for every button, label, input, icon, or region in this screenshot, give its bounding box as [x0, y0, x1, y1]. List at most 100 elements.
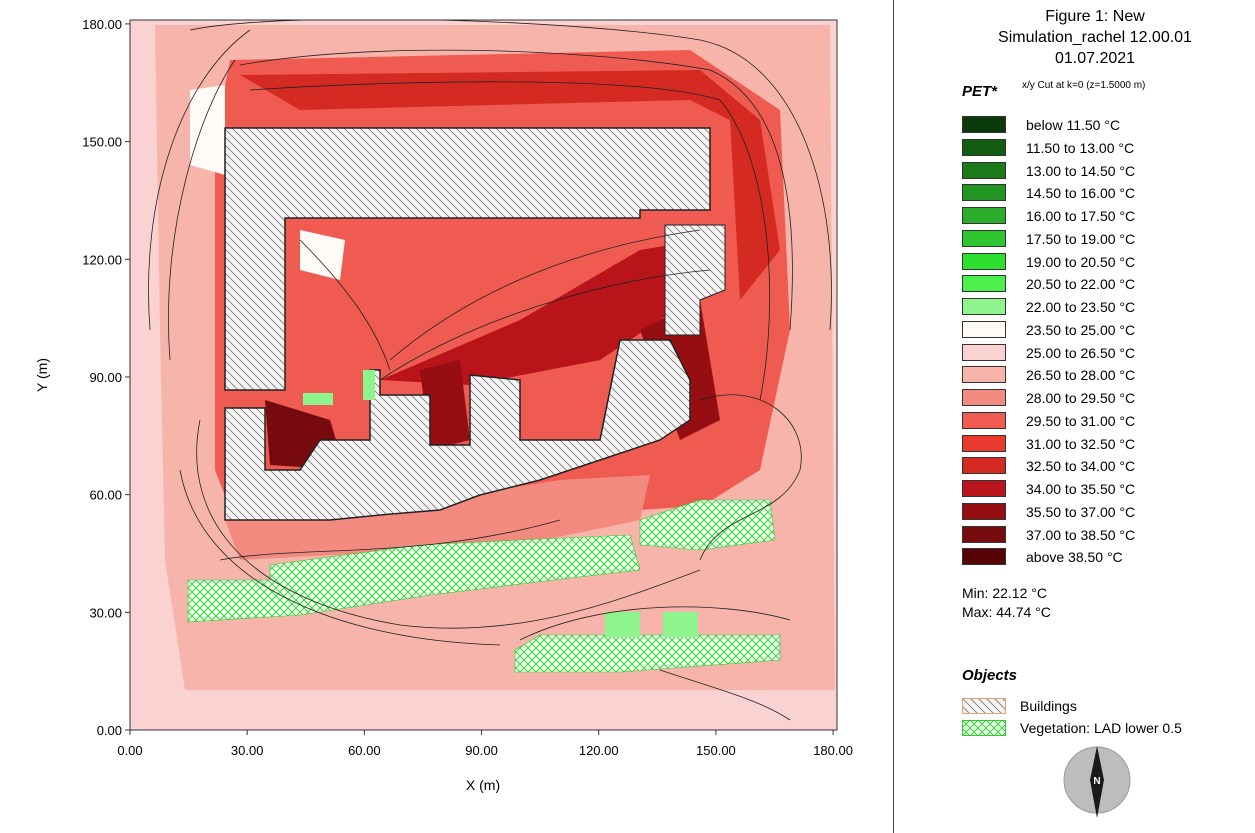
legend-swatch	[962, 389, 1006, 406]
legend-swatch	[962, 207, 1006, 224]
legend-swatch	[962, 298, 1006, 315]
pet-map: 0.00 30.00 60.00 90.00 120.00 150.00 180.00 0.…	[34, 17, 853, 793]
building-east-block	[664, 224, 726, 336]
legend-swatch	[962, 229, 1006, 247]
legend-class-label: 28.00 to 29.50 °C	[1026, 390, 1136, 406]
legend-swatch	[962, 434, 1006, 452]
vegetation-south	[514, 634, 781, 673]
objects-item-label: Vegetation: LAD lower 0.5	[1020, 720, 1182, 736]
vegetation-southwest	[187, 534, 641, 623]
north-arrow-icon: N	[1063, 746, 1131, 818]
legend-variable: PET*	[962, 83, 998, 100]
field-zone-cool-nw	[190, 85, 225, 175]
legend-class-label: 35.50 to 37.00 °C	[1026, 503, 1136, 520]
legend-max: Max: 44.74 °C	[962, 604, 1051, 620]
contour-line	[219, 519, 561, 561]
y-tick-label: 180.00	[82, 17, 122, 32]
legend-swatch	[962, 548, 1006, 566]
legend-class-label: 14.50 to 16.00 °C	[1026, 185, 1136, 202]
legend-swatch	[962, 343, 1006, 361]
objects-item-label: Buildings	[1020, 698, 1077, 714]
vegetation-green-spot-3	[303, 393, 333, 405]
legend-class-label: 23.50 to 25.00 °C	[1026, 321, 1136, 338]
contour-line	[179, 469, 501, 646]
contour-line	[519, 606, 791, 641]
x-axis-label: X (m)	[466, 777, 500, 793]
vegetation-green-spot-2	[663, 612, 698, 637]
legend-class-label: above 38.50 °C	[1026, 549, 1123, 566]
contour-line	[389, 229, 701, 361]
contour-lines	[148, 20, 832, 721]
plot-frame	[129, 19, 838, 731]
legend-swatch	[962, 411, 1006, 429]
legend-swatch	[962, 138, 1006, 156]
legend-swatch	[962, 184, 1006, 202]
legend-swatch	[962, 161, 1006, 179]
legend-swatch	[962, 320, 1006, 338]
legend-class-label: 17.50 to 19.00 °C	[1026, 230, 1136, 247]
legend-swatch	[962, 480, 1006, 497]
objects-heading: Objects	[962, 667, 1018, 684]
vegetation-swatch	[962, 720, 1006, 736]
y-tick-label: 0.00	[97, 723, 122, 738]
x-tick-label: 60.00	[348, 743, 381, 758]
vegetation-green-spot-1	[605, 612, 640, 637]
contour-line	[189, 20, 832, 331]
contour-line	[168, 59, 236, 361]
figure-title-line-1: Figure 1: New	[1045, 8, 1145, 25]
legend-swatch	[962, 116, 1006, 133]
legend-class-label: 34.00 to 35.50 °C	[1026, 481, 1136, 497]
legend-class-label: 19.00 to 20.50 °C	[1026, 253, 1136, 270]
y-tick-label: 30.00	[89, 605, 122, 620]
x-tick-label: 150.00	[696, 743, 736, 758]
legend-class-label: 20.50 to 22.00 °C	[1026, 276, 1136, 293]
legend-swatch	[962, 366, 1006, 384]
legend-class-label: 16.00 to 17.50 °C	[1026, 208, 1136, 224]
contour-line	[699, 394, 802, 561]
legend-class-label: 13.00 to 14.50 °C	[1026, 162, 1136, 179]
vegetation-east	[639, 499, 776, 551]
field-zone-north-arc	[240, 70, 780, 300]
y-axis-ticks: 0.00 30.00 60.00 90.00 120.00 150.00 180.00	[82, 17, 130, 738]
panel-divider	[893, 0, 894, 833]
contour-line	[249, 81, 771, 401]
legend-swatch	[962, 525, 1006, 543]
field-zone-courtyard-plume	[380, 240, 700, 385]
legend-min: Min: 22.12 °C	[962, 585, 1047, 601]
contour-line	[659, 669, 791, 721]
x-axis-ticks: 0.00 30.00 60.00 90.00 120.00 150.00 180.00	[117, 730, 853, 758]
building-south-wing	[224, 339, 691, 521]
legend-swatch	[962, 252, 1006, 270]
y-tick-label: 90.00	[89, 370, 122, 385]
legend-class-label: 37.00 to 38.50 °C	[1026, 526, 1136, 543]
legend-class-label: 22.00 to 23.50 °C	[1026, 299, 1136, 315]
buildings-swatch	[962, 698, 1006, 714]
legend-class-label: 25.00 to 26.50 °C	[1026, 344, 1136, 361]
contour-line	[379, 269, 711, 381]
vegetation-green-spot-4	[363, 370, 375, 400]
x-tick-label: 0.00	[117, 743, 142, 758]
y-tick-label: 150.00	[82, 135, 122, 150]
legend-swatch	[962, 502, 1006, 520]
legend-class-label: 26.50 to 28.00 °C	[1026, 367, 1136, 384]
y-tick-label: 60.00	[89, 488, 122, 503]
legend-class-label: 29.50 to 31.00 °C	[1026, 412, 1136, 429]
building-north-wing	[224, 127, 711, 391]
compass-letter: N	[1093, 776, 1100, 787]
figure-title: Figure 1: New Simulation_rachel 12.00.01…	[960, 6, 1230, 69]
field-zone-hot-pocket-center	[420, 360, 470, 450]
legend-cut-info: x/y Cut at k=0 (z=1.5000 m)	[1022, 80, 1146, 91]
x-tick-label: 90.00	[465, 743, 498, 758]
legend-swatch	[962, 275, 1006, 293]
legend-class-label: 31.00 to 32.50 °C	[1026, 435, 1136, 452]
figure-title-line-2: Simulation_rachel 12.00.01	[998, 29, 1192, 46]
x-tick-label: 180.00	[813, 743, 853, 758]
contour-line	[148, 29, 251, 331]
legend-class-label: 32.50 to 34.00 °C	[1026, 458, 1136, 475]
contour-line	[196, 419, 701, 629]
y-tick-label: 120.00	[82, 252, 122, 267]
legend-class-label: below 11.50 °C	[1026, 117, 1121, 133]
y-axis-label: Y (m)	[34, 358, 50, 392]
x-tick-label: 30.00	[231, 743, 264, 758]
legend-swatch	[962, 457, 1006, 475]
